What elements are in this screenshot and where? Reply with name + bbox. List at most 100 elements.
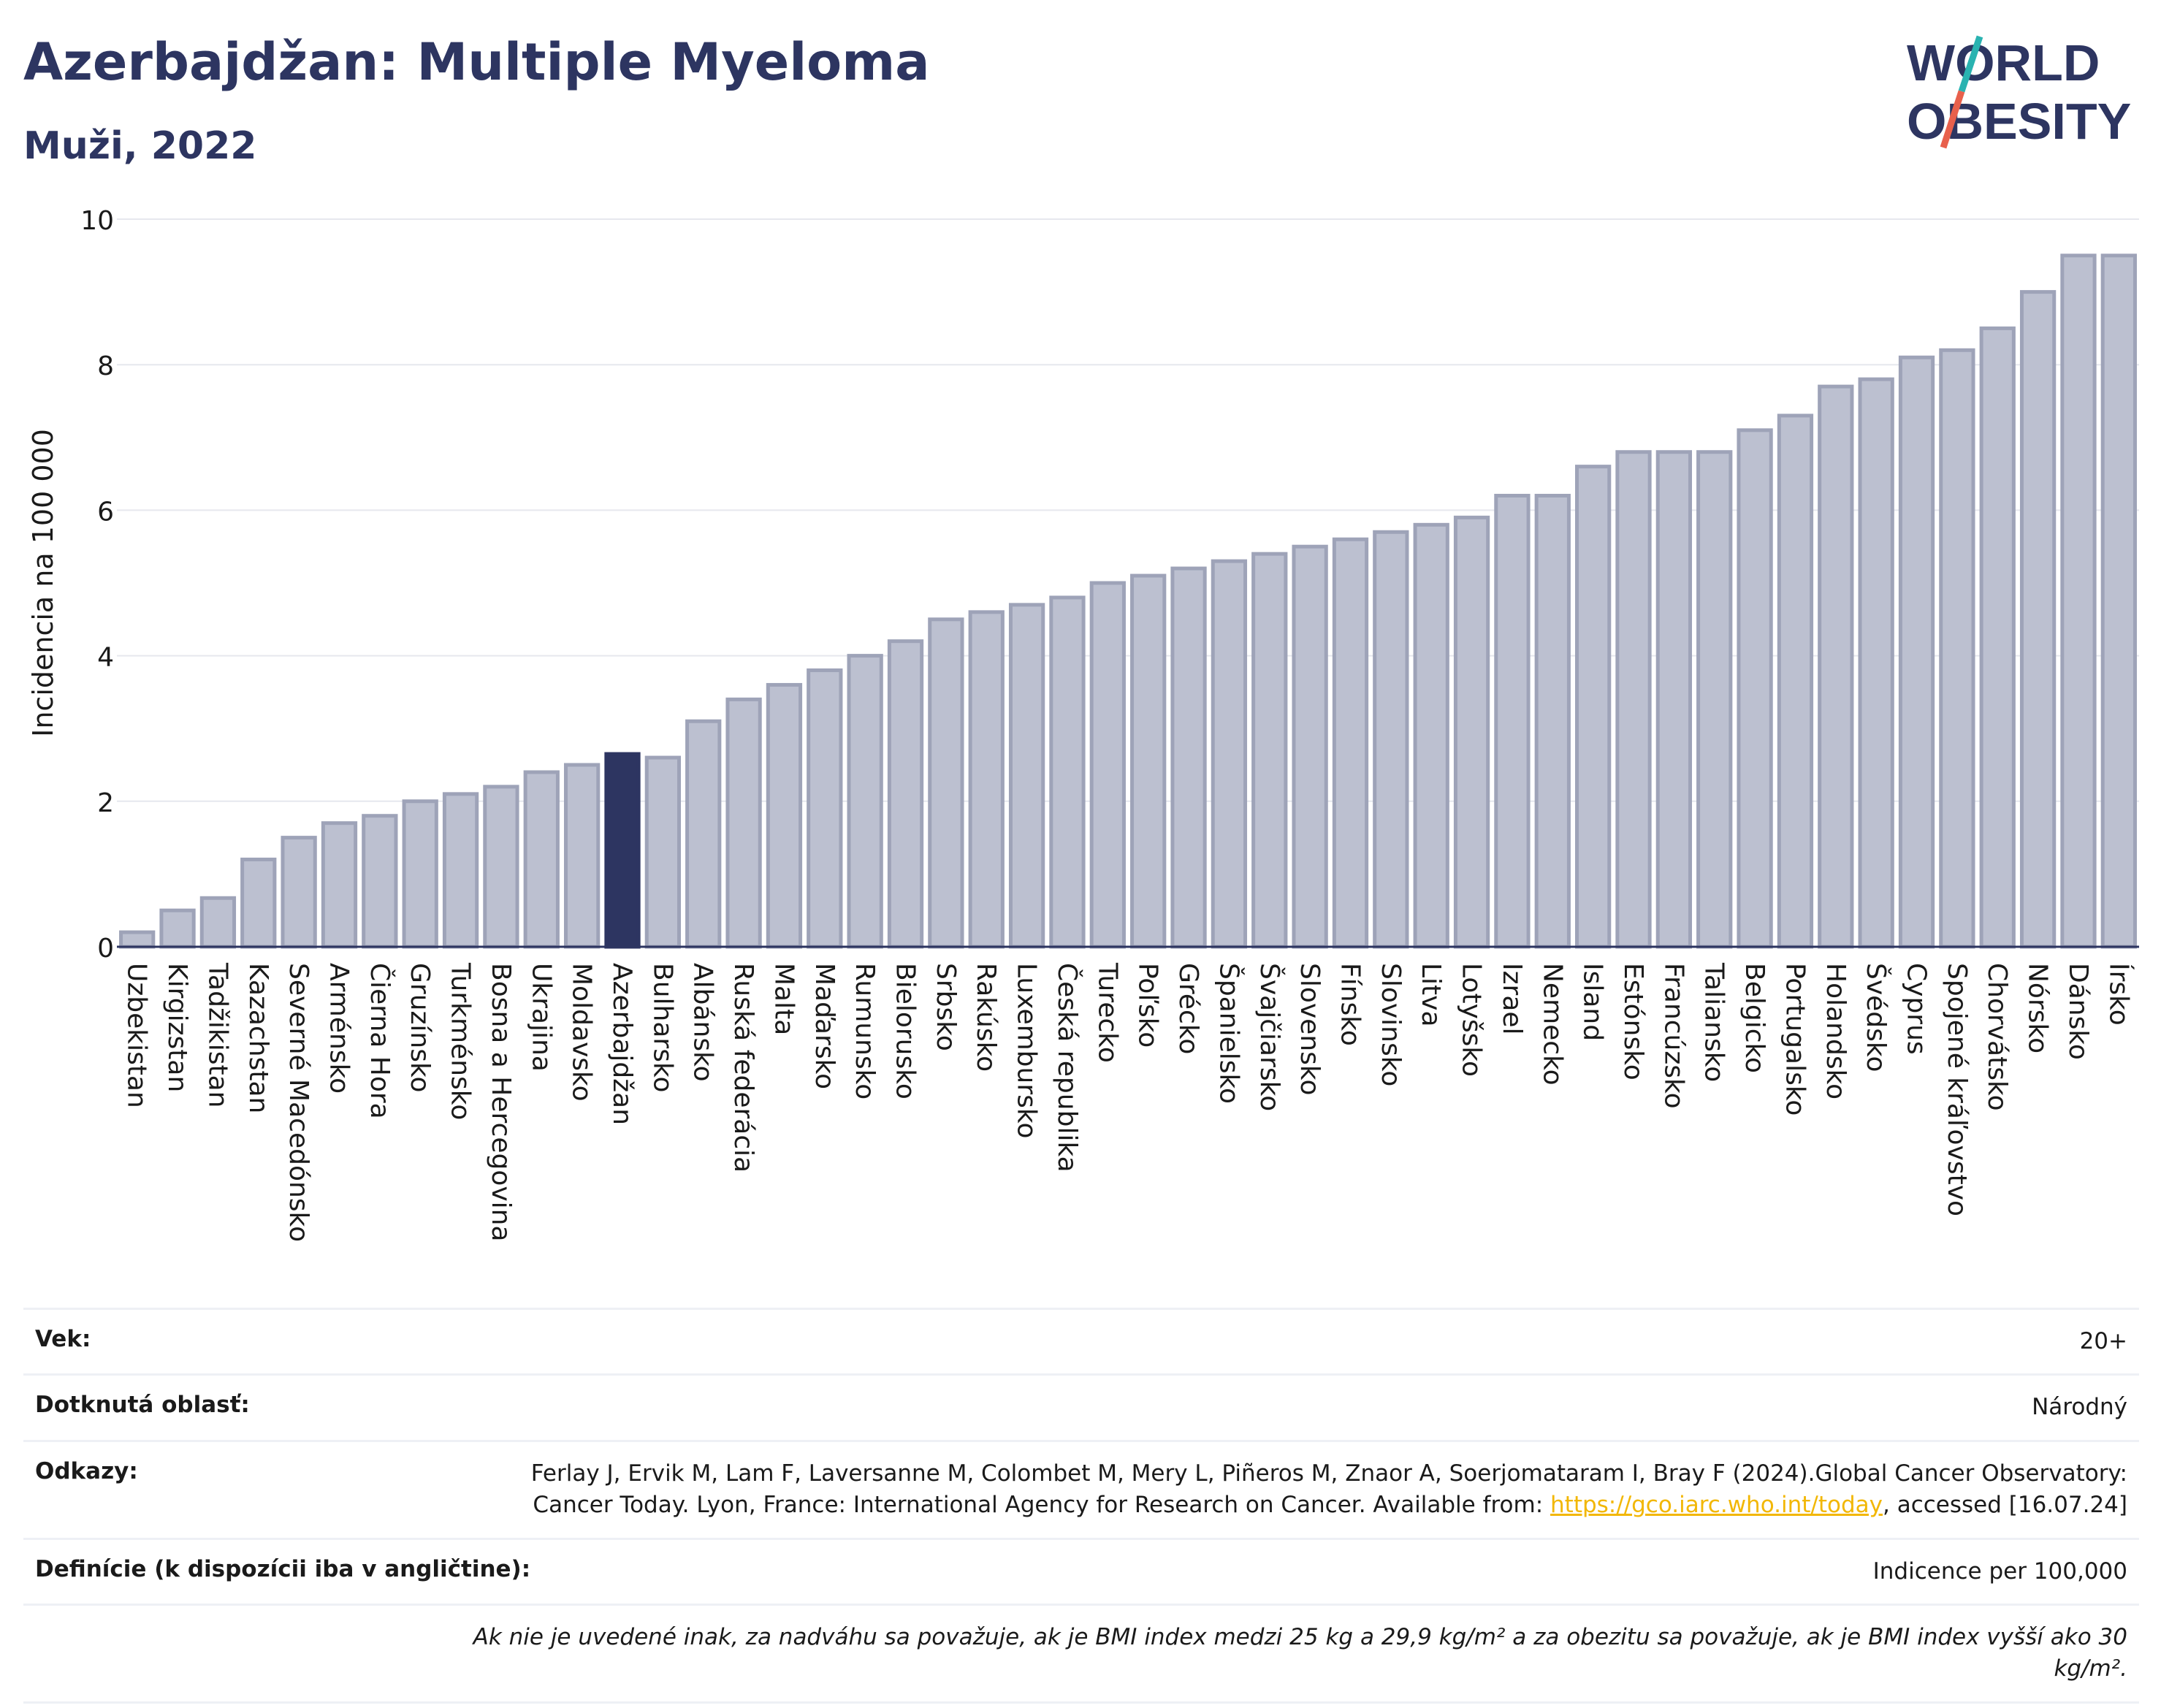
vek-label: Vek: [35, 1326, 91, 1352]
bar-česká-republika [1049, 595, 1086, 949]
bar-kazachstan [240, 857, 277, 949]
x-axis-labels: Uzbekistan Kirgizstan Tadžikistan Kazachsta… [122, 962, 2135, 1242]
logo-slash-red [1940, 90, 1965, 149]
bar-poľsko [1130, 573, 1167, 949]
y-tick-label: 2 [97, 788, 114, 818]
bar-albánsko [685, 719, 722, 949]
bar-estónsko [1615, 450, 1652, 949]
x-tick-label: Arménsko [324, 963, 354, 1094]
y-tick-label: 8 [97, 351, 114, 381]
x-tick-label: Fínsko [1335, 963, 1365, 1046]
bar-izrael [1494, 493, 1531, 949]
y-axis-label: Incidencia na 100 000 [27, 429, 59, 737]
odkazy-text: Ferlay J, Ervik M, Lam F, Laversanne M, … [530, 1460, 2127, 1519]
info-row-oblast: Dotknutá oblasť: Národný [23, 1373, 2139, 1439]
x-tick-label: Chorvátsko [1982, 963, 2012, 1111]
x-tick-label: Kirgizstan [162, 963, 192, 1092]
vek-value: 20+ [2079, 1328, 2127, 1354]
bar-taliansko [1696, 450, 1733, 949]
page-subtitle: Muži, 2022 [23, 124, 257, 168]
info-row-definicie: Definície (k dispozícii iba v angličtine… [23, 1537, 2139, 1604]
x-tick-label: Albánsko [688, 963, 718, 1082]
bar-grécko [1170, 566, 1207, 949]
bar-kirgizstan [159, 908, 196, 949]
x-tick-label: Čierna Hora [365, 963, 395, 1119]
bar-luxembursko [1008, 603, 1045, 949]
x-tick-label: Bulharsko [647, 963, 677, 1093]
x-tick-label: Švédsko [1861, 963, 1891, 1072]
x-tick-label: Nemecko [1537, 963, 1567, 1086]
x-tick-label: Slovinsko [1376, 963, 1406, 1086]
bar-ruská-federácia [725, 697, 762, 949]
x-tick-label: Rumunsko [850, 963, 880, 1099]
bar-švédsko [1858, 377, 1894, 949]
x-tick-label: Malta [769, 963, 799, 1035]
x-tick-label: Uzbekistan [122, 963, 152, 1108]
bmi-note: Ak nie je uvedené inak, za nadváhu sa po… [473, 1623, 2127, 1682]
oblast-label: Dotknutá oblasť: [35, 1392, 250, 1419]
bar-cyprus [1898, 355, 1935, 949]
x-tick-label: Azerbajdžan [607, 963, 637, 1125]
bar-čierna-hora [362, 814, 398, 949]
x-tick-label: Severné Macedónsko [283, 963, 313, 1242]
bar-azerbajdžan [604, 752, 641, 949]
odkazy-suffix: , accessed [16.07.24] [1882, 1492, 2127, 1519]
bar-švajčiarsko [1251, 552, 1288, 949]
bar-srbsko [928, 617, 964, 949]
bar-turecko [1089, 581, 1126, 949]
bar-maďarsko [807, 668, 843, 949]
y-tick-label: 6 [97, 497, 114, 527]
bar-nórsko [2019, 290, 2057, 949]
odkazy-value: Ferlay J, Ervik M, Lam F, Laversanne M, … [447, 1458, 2127, 1522]
bar-slovinsko [1373, 530, 1409, 949]
definicie-label: Definície (k dispozícii iba v angličtine… [35, 1555, 531, 1582]
x-tick-label: Estónsko [1618, 963, 1648, 1080]
y-tick-label: 4 [97, 643, 114, 673]
x-tick-label: Taliansko [1699, 962, 1729, 1082]
y-tick-label: 0 [97, 934, 114, 964]
y-axis-ticks: 0 2 4 6 8 10 [80, 206, 114, 964]
bar-moldavsko [563, 763, 601, 949]
x-tick-label: Švajčiarsko [1254, 963, 1285, 1111]
bar-gruzínsko [402, 799, 438, 949]
bar-rumunsko [847, 654, 883, 949]
x-tick-label: Ruská federácia [728, 963, 758, 1173]
bar-island [1574, 465, 1612, 949]
info-row-vek: Vek: 20+ [23, 1308, 2139, 1373]
bar-bulharsko [644, 755, 682, 949]
info-row-note: Ak nie je uvedené inak, za nadváhu sa po… [23, 1603, 2139, 1704]
bars [119, 253, 2137, 949]
x-tick-label: Poľsko [1133, 963, 1163, 1048]
reference-link[interactable]: https://gco.iarc.who.int/today [1550, 1492, 1883, 1519]
x-tick-label: Cyprus [1902, 963, 1932, 1055]
oblast-value: Národný [2032, 1394, 2127, 1421]
x-tick-label: Lotyšsko [1457, 963, 1487, 1077]
bar-severné-macedónsko [281, 836, 317, 949]
x-tick-label: Kazachstan [243, 963, 273, 1113]
bar-portugalsko [1777, 413, 1814, 949]
x-tick-label: Gruzínsko [405, 963, 435, 1093]
x-tick-label: Francúzsko [1658, 963, 1688, 1109]
bar-chart: 0 2 4 6 8 10 Uzbekistan Kirgizstan Tadžikistan K… [27, 206, 2139, 1242]
bar-bosna-a-hercegovina [483, 785, 519, 949]
svg-text:WORLD: WORLD [1907, 34, 2100, 91]
bar-malta [766, 682, 803, 949]
x-tick-label: Portugalsko [1780, 963, 1810, 1116]
bar-španielsko [1211, 559, 1248, 949]
bar-holandsko [1818, 384, 1854, 949]
x-tick-label: Tadžikistan [202, 962, 232, 1107]
x-tick-label: Luxembursko [1012, 963, 1042, 1138]
bar-fínsko [1332, 537, 1369, 949]
bar-francúzsko [1655, 450, 1693, 949]
bar-ukrajina [523, 770, 560, 949]
bar-rakúsko [968, 610, 1005, 949]
bar-belgicko [1737, 428, 1773, 949]
bar-spojené-kráľovstvo [1939, 348, 1975, 949]
x-tick-label: Holandsko [1821, 963, 1851, 1099]
bar-arménsko [321, 821, 358, 949]
bar-uzbekistan [119, 930, 156, 949]
bar-lotyšsko [1453, 515, 1490, 949]
x-tick-label: Turkménsko [446, 962, 476, 1120]
x-tick-label: Srbsko [931, 963, 961, 1051]
bar-írsko [2100, 253, 2137, 949]
